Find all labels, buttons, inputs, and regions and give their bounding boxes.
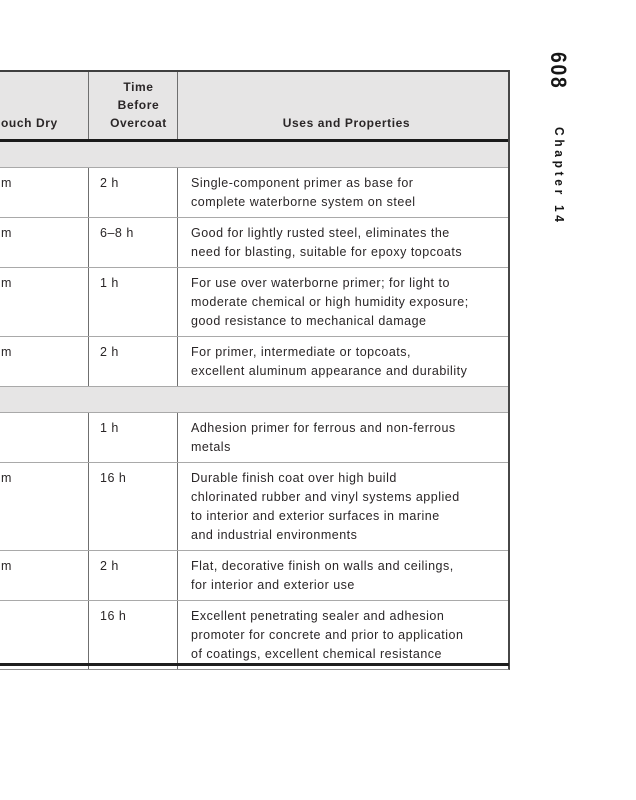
header-touch-dry: ouch Dry bbox=[0, 72, 88, 139]
page-number: 608 bbox=[546, 52, 571, 90]
touch-dry-fragment: m bbox=[1, 345, 12, 359]
table-row: m 16 h Durable finish coat over high bui… bbox=[0, 463, 508, 551]
uses-cell: For primer, intermediate or topcoats, ex… bbox=[177, 337, 508, 386]
table-header-row: ouch Dry Time Before Overcoat Uses and P… bbox=[0, 72, 508, 142]
uses-cell: Durable finish coat over high build chlo… bbox=[177, 463, 508, 550]
uses-cell: For use over waterborne primer; for ligh… bbox=[177, 268, 508, 336]
table-row: 16 h Excellent penetrating sealer and ad… bbox=[0, 601, 508, 669]
header-time-before-overcoat-label: Time Before Overcoat bbox=[110, 80, 167, 130]
table-row: m 6–8 h Good for lightly rusted steel, e… bbox=[0, 218, 508, 268]
uses-cell: Flat, decorative finish on walls and cei… bbox=[177, 551, 508, 600]
touch-dry-fragment: m bbox=[1, 559, 12, 573]
table-row: m 2 h Single-component primer as base fo… bbox=[0, 168, 508, 218]
overcoat-time-cell: 1 h bbox=[88, 413, 177, 462]
header-time-before-overcoat: Time Before Overcoat bbox=[88, 72, 177, 139]
touch-dry-cell: m bbox=[0, 268, 88, 336]
overcoat-time-cell: 16 h bbox=[88, 601, 177, 669]
touch-dry-cell: m bbox=[0, 337, 88, 386]
section-band-2 bbox=[0, 387, 508, 413]
overcoat-time-cell: 2 h bbox=[88, 337, 177, 386]
touch-dry-cell: m bbox=[0, 168, 88, 217]
section-band-1 bbox=[0, 142, 508, 168]
uses-cell: Good for lightly rusted steel, eliminate… bbox=[177, 218, 508, 267]
touch-dry-cell: n bbox=[0, 413, 88, 462]
touch-dry-cell: m bbox=[0, 551, 88, 600]
overcoat-time-cell: 6–8 h bbox=[88, 218, 177, 267]
touch-dry-fragment: m bbox=[1, 276, 12, 290]
table-bottom-rule bbox=[0, 663, 509, 666]
touch-dry-cell bbox=[0, 601, 88, 669]
header-uses-and-properties: Uses and Properties bbox=[177, 72, 508, 139]
overcoat-time-cell: 2 h bbox=[88, 551, 177, 600]
touch-dry-cell: m bbox=[0, 463, 88, 550]
table-row: n 1 h Adhesion primer for ferrous and no… bbox=[0, 413, 508, 463]
touch-dry-fragment: m bbox=[1, 226, 12, 240]
header-uses-and-properties-label: Uses and Properties bbox=[282, 116, 411, 130]
touch-dry-cell: m bbox=[0, 218, 88, 267]
chapter-label: Chapter 14 bbox=[552, 127, 567, 226]
table-row: m 1 h For use over waterborne primer; fo… bbox=[0, 268, 508, 337]
touch-dry-fragment: m bbox=[1, 471, 12, 485]
overcoat-time-cell: 2 h bbox=[88, 168, 177, 217]
overcoat-time-cell: 16 h bbox=[88, 463, 177, 550]
uses-cell: Excellent penetrating sealer and adhesio… bbox=[177, 601, 508, 669]
table-row: m 2 h For primer, intermediate or topcoa… bbox=[0, 337, 508, 387]
uses-cell: Adhesion primer for ferrous and non-ferr… bbox=[177, 413, 508, 462]
overcoat-time-cell: 1 h bbox=[88, 268, 177, 336]
uses-cell: Single-component primer as base for comp… bbox=[177, 168, 508, 217]
table-row: m 2 h Flat, decorative finish on walls a… bbox=[0, 551, 508, 601]
coatings-table: ouch Dry Time Before Overcoat Uses and P… bbox=[0, 70, 510, 670]
touch-dry-fragment: m bbox=[1, 176, 12, 190]
header-touch-dry-label: ouch Dry bbox=[1, 116, 58, 130]
